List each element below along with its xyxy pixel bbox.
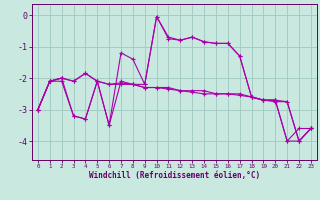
X-axis label: Windchill (Refroidissement éolien,°C): Windchill (Refroidissement éolien,°C)	[89, 171, 260, 180]
